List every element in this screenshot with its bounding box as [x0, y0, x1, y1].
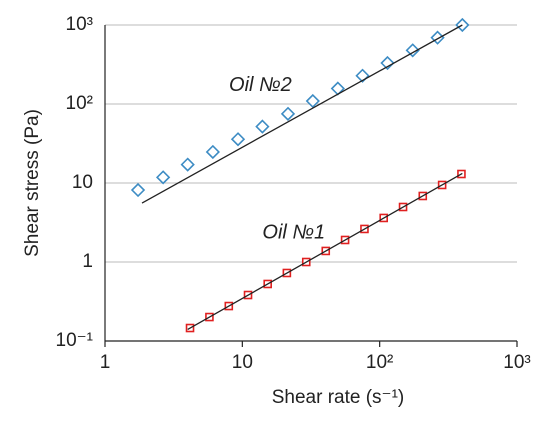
diamond-marker — [305, 93, 320, 109]
annotation: Oil №1 — [262, 222, 325, 244]
y-tick-label: 1 — [82, 251, 93, 272]
fit-line — [141, 24, 463, 204]
diamond-marker — [180, 157, 195, 172]
y-tick-label: 10² — [66, 93, 93, 114]
x-tick-label: 10² — [366, 352, 393, 373]
y-tick-label: 10 — [72, 172, 93, 193]
diamond-marker — [205, 144, 220, 160]
x-tick-label: 10³ — [503, 352, 530, 373]
fit-line — [187, 172, 463, 331]
x-axis-label: Shear rate (s⁻¹) — [272, 387, 405, 408]
y-tick-label: 10³ — [66, 14, 93, 35]
diamond-marker — [130, 182, 146, 198]
diamond-marker — [380, 55, 395, 71]
diamond-marker — [255, 119, 270, 134]
diamond-marker — [230, 132, 246, 147]
y-tick-label: 10⁻¹ — [56, 330, 94, 351]
diamond-marker — [405, 43, 420, 58]
x-tick-label: 1 — [100, 352, 111, 373]
y-axis-label: Shear stress (Pa) — [22, 109, 43, 257]
annotation: Oil №2 — [229, 74, 292, 96]
x-tick-label: 10 — [232, 352, 253, 373]
diamond-marker — [280, 106, 296, 122]
diamond-marker — [330, 81, 345, 96]
diamond-marker — [155, 170, 171, 185]
diamond-marker — [455, 17, 470, 33]
